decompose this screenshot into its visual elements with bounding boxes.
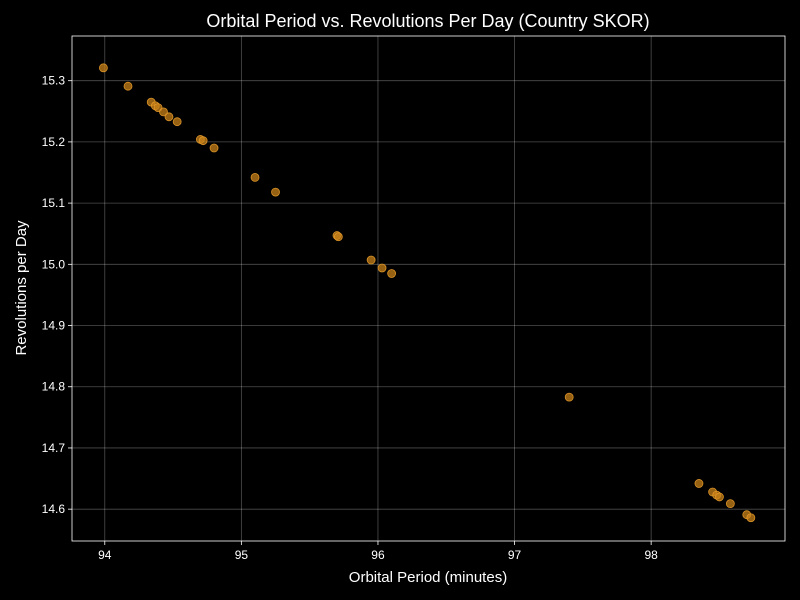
data-point [387, 269, 397, 278]
data-point [564, 392, 574, 402]
x-tick-label: 96 [371, 548, 385, 562]
y-tick-label: 14.6 [42, 502, 66, 516]
data-point [123, 81, 133, 91]
y-tick-label: 14.8 [42, 380, 66, 394]
data-point [715, 492, 724, 502]
data-point [172, 117, 182, 127]
x-tick-label: 95 [235, 548, 249, 562]
data-point [366, 255, 376, 265]
data-point [271, 187, 280, 197]
data-point [746, 513, 756, 523]
data-point [198, 136, 208, 146]
data-point [250, 172, 260, 182]
y-tick-label: 15.0 [42, 257, 66, 271]
grid [72, 36, 785, 541]
data-point [333, 232, 343, 242]
data-point [694, 479, 704, 488]
chart-title: Orbital Period vs. Revolutions Per Day (… [206, 11, 649, 31]
data-point [377, 263, 387, 273]
y-tick-label: 15.3 [42, 74, 66, 88]
y-axis-label: Revolutions per Day [13, 220, 30, 356]
data-point [209, 143, 219, 153]
y-tick-label: 15.2 [42, 135, 66, 149]
plot-area-frame [71, 35, 786, 542]
data-point [159, 107, 168, 117]
data-points [99, 63, 756, 523]
y-tick-label: 14.7 [42, 441, 66, 455]
data-point [725, 499, 735, 509]
data-point [99, 63, 108, 73]
axis-ticks: 94 95 96 97 98 14.6 14.7 14.8 14.9 15.0 15.1 15.2 15… [42, 74, 658, 562]
y-tick-label: 14.9 [42, 319, 66, 333]
data-point [164, 112, 174, 122]
x-axis-label: Orbital Period (minutes) [349, 569, 507, 586]
x-tick-label: 98 [644, 548, 658, 562]
y-tick-label: 15.1 [42, 196, 66, 210]
x-tick-label: 97 [508, 548, 522, 562]
x-tick-label: 94 [98, 548, 112, 562]
